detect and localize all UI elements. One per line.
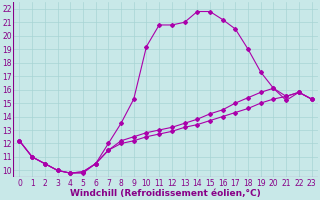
X-axis label: Windchill (Refroidissement éolien,°C): Windchill (Refroidissement éolien,°C) [70,189,261,198]
